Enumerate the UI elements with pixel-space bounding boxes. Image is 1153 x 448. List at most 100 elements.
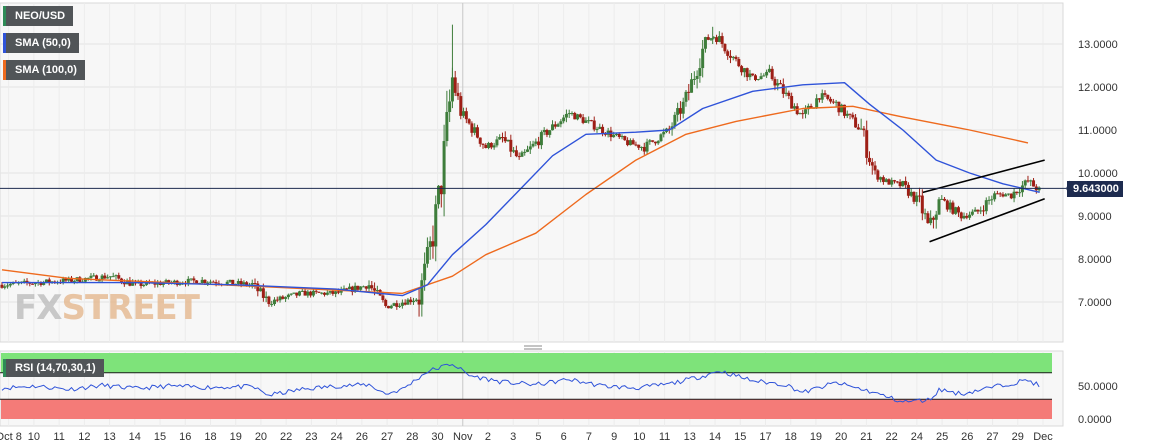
candle-body [970,211,974,215]
x-tick-label: 2 [485,431,491,443]
legend-rsi[interactable]: RSI (14,70,30,1) [3,359,104,377]
candle-body [245,282,249,286]
candle-body [22,280,26,282]
candle-body [261,288,265,298]
x-tick-label: 29 [1012,431,1024,443]
candle-body [676,108,680,115]
candle-body [570,113,574,115]
candle-body [64,278,68,281]
candle-body [314,290,318,292]
candle-body [798,113,802,115]
candle-body [1029,180,1033,182]
x-tick-label: 5 [535,431,541,443]
candle-body [395,303,399,307]
sma50-swatch [3,33,6,53]
candle-body [842,104,846,116]
candle-body [206,282,210,284]
candle-body [1009,193,1013,199]
candle-body [534,141,538,144]
x-tick-label: 17 [759,431,771,443]
y-tick-label: 10.0000 [1078,168,1118,180]
candle-body [923,213,927,215]
candle-body [528,146,532,150]
candle-body [706,37,710,40]
x-tick-label: 18 [785,431,797,443]
candle-body [117,275,121,279]
candle-body [414,299,418,301]
x-tick-label: Oct 8 [0,431,22,443]
candle-body [292,292,296,294]
candle-body [620,136,624,138]
candle-body [523,151,527,153]
candle-body [776,83,780,86]
x-tick-label: 24 [331,431,343,443]
legend-sma100[interactable]: SMA (100,0) [3,60,85,80]
candle-body [545,129,549,135]
candle-body [203,279,207,283]
candle-body [623,136,627,141]
candle-body [879,177,883,180]
candle-body [445,111,449,142]
candle-body [195,280,199,284]
candle-body [61,278,65,283]
candle-body [856,127,860,130]
candle-body [753,75,757,81]
candle-body [303,290,307,296]
candle-body [83,277,87,282]
candle-body [95,275,99,281]
candle-body [373,288,377,291]
candle-body [423,263,427,281]
candle-body [737,59,741,67]
x-tick-label: 14 [129,431,141,443]
candle-body [551,124,555,131]
candle-body [384,300,388,306]
rsi-swatch [3,359,6,377]
candle-body [259,288,263,292]
candle-body [323,292,327,295]
candle-body [142,284,146,286]
candle-body [442,141,446,195]
candle-body [809,105,813,108]
candle-body [687,91,691,93]
candle-body [601,126,605,134]
candle-body [734,56,738,60]
candle-body [834,101,838,103]
candle-body [498,137,502,140]
candle-body [131,282,135,286]
candle-body [584,120,588,123]
x-tick-label: 18 [204,431,216,443]
candle-body [103,275,107,279]
legend-sma50[interactable]: SMA (50,0) [3,33,79,53]
candle-body [409,299,413,303]
candle-body [653,141,657,144]
candle-body [990,199,994,201]
candle-body [626,140,630,146]
candle-body [840,104,844,113]
candle-body [817,98,821,100]
candle-body [762,75,766,77]
candle-body [851,114,855,118]
fxstreet-watermark: FXSTREET [14,288,200,328]
candle-body [548,130,552,135]
candle-body [264,296,268,298]
candle-body [862,128,866,131]
legend-rsi-label: RSI (14,70,30,1) [15,362,96,374]
candle-body [309,291,313,296]
candle-body [459,96,463,116]
candle-body [631,140,635,145]
candle-body [356,285,360,290]
candle-body [475,127,479,138]
candle-body [370,285,374,289]
candle-body [470,123,474,133]
candle-body [648,140,652,142]
candle-body [448,101,452,112]
candle-body [995,193,999,195]
candle-body [439,185,443,195]
candle-body [553,124,557,127]
x-tick-label: 27 [381,431,393,443]
candle-body [906,184,910,196]
legend-symbol[interactable]: NEO/USD [3,6,74,26]
candle-body [78,277,82,282]
x-tick-label: 14 [709,431,721,443]
candle-body [781,84,785,94]
